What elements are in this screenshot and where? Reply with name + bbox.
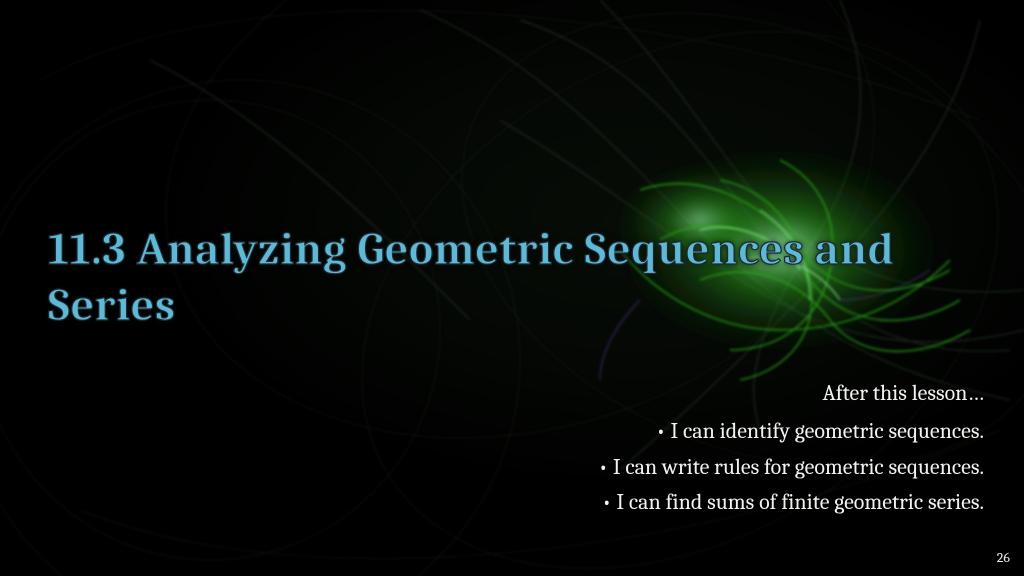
objective-list: I can identify geometric sequences. I ca… xyxy=(598,414,984,521)
list-item: I can find sums of finite geometric seri… xyxy=(598,485,984,521)
page-number: 26 xyxy=(997,549,1010,566)
list-item: I can identify geometric sequences. xyxy=(598,414,984,450)
list-item: I can write rules for geometric sequence… xyxy=(598,450,984,486)
intro-line: After this lesson… xyxy=(823,380,984,406)
slide-title: 11.3 Analyzing Geometric Sequences and S… xyxy=(48,222,1024,334)
